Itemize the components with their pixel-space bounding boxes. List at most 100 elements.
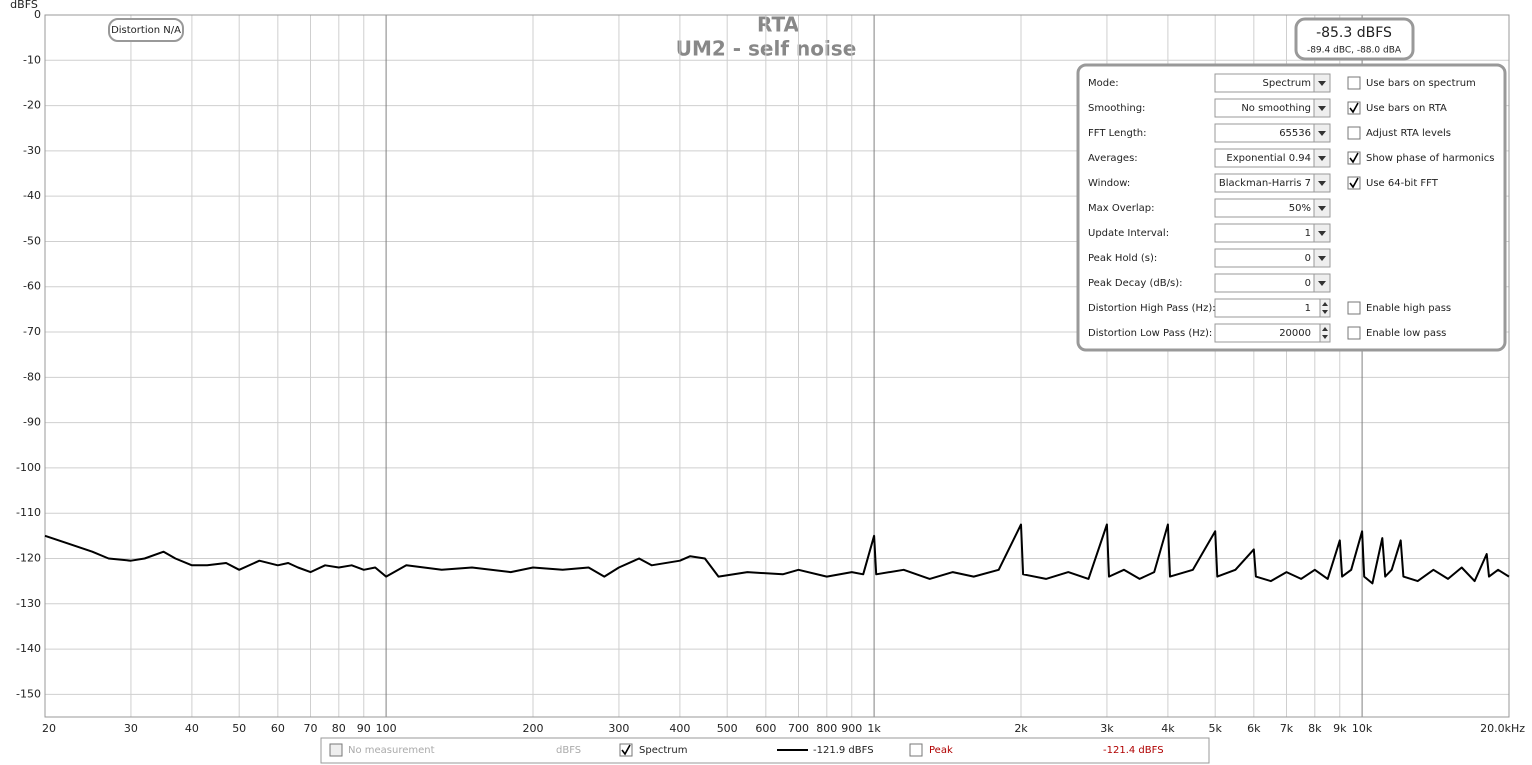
- x-tick-label: 70: [304, 722, 318, 735]
- setting-value: 50%: [1289, 203, 1311, 214]
- x-tick-label: 600: [755, 722, 776, 735]
- x-tick-label: 4k: [1161, 722, 1175, 735]
- readout-main: -85.3 dBFS: [1316, 25, 1392, 41]
- x-tick-label: 8k: [1308, 722, 1322, 735]
- setting-value: No smoothing: [1241, 103, 1311, 114]
- setting-field[interactable]: [1214, 123, 1331, 143]
- readout-box: [1294, 17, 1415, 61]
- y-tick-label: -60: [23, 280, 41, 293]
- setting-label: FFT Length:: [1088, 128, 1146, 139]
- legend-bar: [320, 737, 1210, 764]
- checkbox-label: Enable low pass: [1366, 328, 1446, 339]
- setting-label: Distortion High Pass (Hz):: [1088, 303, 1216, 314]
- y-tick-label: -130: [16, 597, 41, 610]
- x-tick-label: 300: [608, 722, 629, 735]
- y-tick-label: -150: [16, 687, 41, 700]
- legend-reading: -121.4 dBFS: [1103, 745, 1164, 756]
- legend-unit: dBFS: [556, 745, 581, 756]
- x-tick-label: 900: [841, 722, 862, 735]
- checkbox[interactable]: [1347, 76, 1361, 90]
- legend-label: No measurement: [348, 745, 435, 756]
- x-tick-label: 20.0kHz: [1480, 722, 1525, 735]
- dropdown-arrow: [1318, 206, 1326, 211]
- y-tick-label: -110: [16, 506, 41, 519]
- setting-value: 1: [1305, 303, 1311, 314]
- distortion-label: Distortion N/A: [111, 25, 181, 36]
- setting-field[interactable]: [1214, 273, 1331, 293]
- dropdown-arrow: [1318, 156, 1326, 161]
- setting-value: 20000: [1279, 328, 1311, 339]
- x-tick-label: 1k: [867, 722, 881, 735]
- dropdown-arrow: [1318, 256, 1326, 261]
- x-tick-label: 10k: [1352, 722, 1373, 735]
- setting-label: Max Overlap:: [1088, 203, 1155, 214]
- dropdown-arrow: [1318, 131, 1326, 136]
- setting-label: Update Interval:: [1088, 228, 1169, 239]
- x-tick-label: 5k: [1209, 722, 1223, 735]
- y-tick-label: 0: [34, 8, 41, 21]
- x-tick-label: 40: [185, 722, 199, 735]
- setting-value: Spectrum: [1263, 78, 1311, 89]
- y-tick-label: -80: [23, 370, 41, 383]
- checkbox[interactable]: [1347, 301, 1361, 315]
- readout-sub: -89.4 dBC, -88.0 dBA: [1307, 46, 1402, 56]
- y-tick-label: -20: [23, 99, 41, 112]
- setting-field[interactable]: [1214, 298, 1331, 318]
- spinner[interactable]: [1319, 298, 1331, 318]
- x-tick-label: 50: [232, 722, 246, 735]
- spinner[interactable]: [1319, 323, 1331, 343]
- x-tick-label: 6k: [1247, 722, 1261, 735]
- legend-checkbox: [329, 743, 343, 757]
- checkbox-label: Adjust RTA levels: [1366, 128, 1451, 139]
- spectrum-line: [44, 523, 1510, 585]
- legend-label: Peak: [929, 745, 953, 756]
- checkbox-label: Use bars on spectrum: [1366, 78, 1476, 89]
- y-axis-label: dBFS: [10, 0, 38, 11]
- spinner-arrows: [1322, 302, 1328, 314]
- checkbox-tick: [1349, 177, 1359, 189]
- legend-checkbox[interactable]: [909, 743, 923, 757]
- setting-field[interactable]: [1214, 248, 1331, 268]
- setting-value: 1: [1305, 228, 1311, 239]
- checkbox[interactable]: [1347, 326, 1361, 340]
- checkbox-tick: [1349, 102, 1359, 114]
- checkbox[interactable]: [1347, 126, 1361, 140]
- checkbox-label: Show phase of harmonics: [1366, 153, 1494, 164]
- setting-value: 0: [1305, 253, 1311, 264]
- checkbox-label: Use 64-bit FFT: [1366, 178, 1439, 189]
- setting-field[interactable]: [1214, 323, 1331, 343]
- dropdown-arrow: [1318, 106, 1326, 111]
- legend-reading: -121.9 dBFS: [813, 745, 874, 756]
- checkbox-label: Enable high pass: [1366, 303, 1451, 314]
- dropdown-arrow: [1318, 231, 1326, 236]
- y-tick-label: -140: [16, 642, 41, 655]
- x-tick-label: 7k: [1280, 722, 1294, 735]
- setting-label: Mode:: [1088, 78, 1119, 89]
- x-tick-label: 2k: [1014, 722, 1028, 735]
- x-tick-label: 400: [669, 722, 690, 735]
- checkbox-label: Use bars on RTA: [1366, 103, 1447, 114]
- setting-label: Distortion Low Pass (Hz):: [1088, 328, 1212, 339]
- x-tick-label: 60: [271, 722, 285, 735]
- checkbox-tick: [1349, 152, 1359, 164]
- chart-title: RTA: [757, 13, 800, 37]
- x-tick-label: 9k: [1333, 722, 1347, 735]
- y-tick-label: -70: [23, 325, 41, 338]
- y-tick-label: -100: [16, 461, 41, 474]
- y-tick-label: -90: [23, 416, 41, 429]
- setting-label: Averages:: [1088, 153, 1138, 164]
- y-tick-label: -30: [23, 144, 41, 157]
- setting-field[interactable]: [1214, 198, 1331, 218]
- setting-label: Peak Hold (s):: [1088, 253, 1157, 264]
- spinner-arrows: [1322, 327, 1328, 339]
- setting-value: Blackman-Harris 7: [1219, 178, 1311, 189]
- x-tick-label: 20: [42, 722, 56, 735]
- dropdown-arrow: [1318, 181, 1326, 186]
- dropdown-arrow: [1318, 81, 1326, 86]
- setting-field[interactable]: [1214, 223, 1331, 243]
- x-tick-label: 100: [376, 722, 397, 735]
- setting-label: Window:: [1088, 178, 1130, 189]
- y-tick-label: -40: [23, 189, 41, 202]
- setting-label: Peak Decay (dB/s):: [1088, 278, 1182, 289]
